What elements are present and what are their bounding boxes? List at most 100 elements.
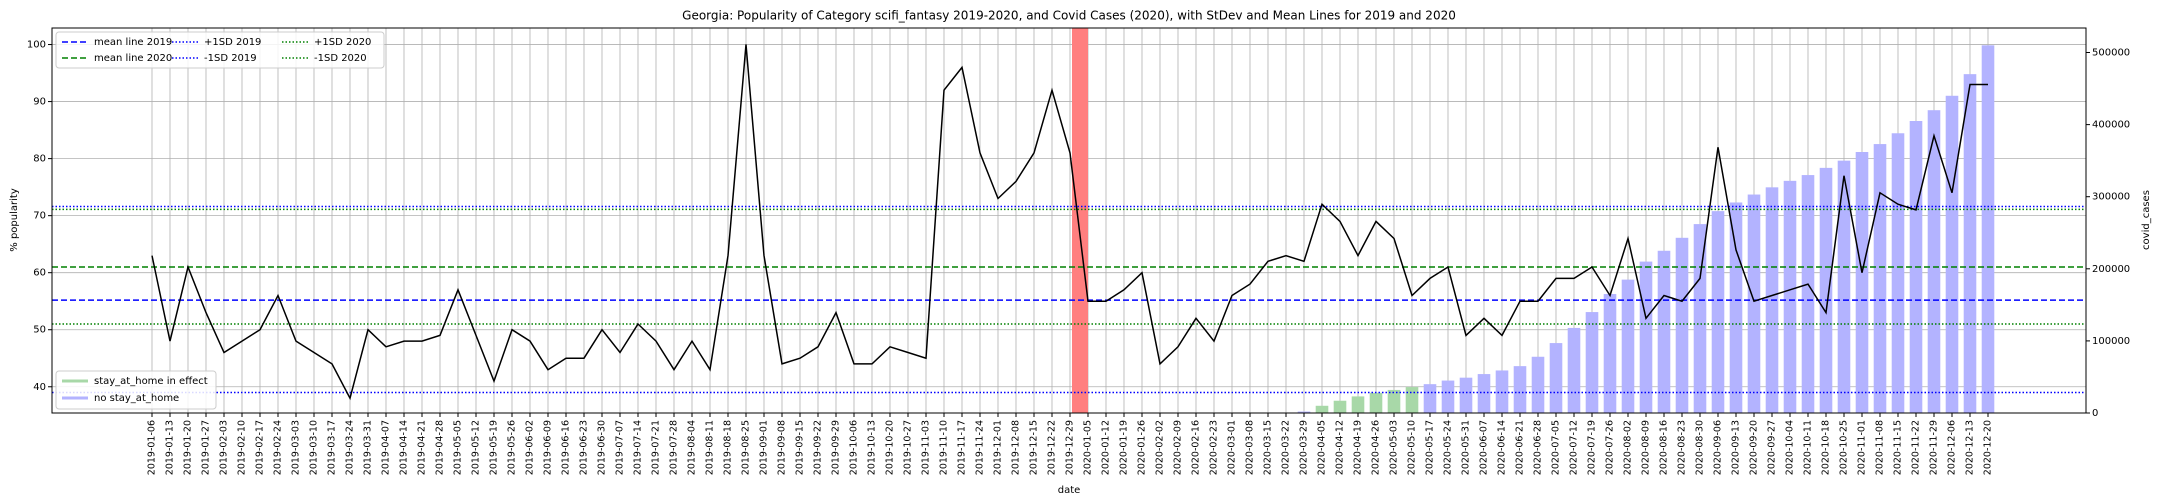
- x-tick-label: 2019-06-30: [597, 420, 608, 475]
- x-tick-label: 2019-06-02: [525, 420, 536, 475]
- x-tick-label: 2020-05-10: [1407, 420, 1418, 475]
- legend-label: mean line 2019: [94, 37, 172, 48]
- x-tick-label: 2019-04-14: [399, 420, 410, 475]
- y2-tick-label: 300000: [2092, 192, 2130, 203]
- x-tick-label: 2020-08-30: [1695, 420, 1706, 475]
- x-tick-label: 2019-08-11: [705, 420, 716, 475]
- x-tick-label: 2020-09-06: [1713, 420, 1724, 475]
- x-tick-label: 2020-08-02: [1623, 420, 1634, 475]
- x-tick-label: 2019-11-10: [939, 420, 950, 475]
- x-tick-label: 2020-03-29: [1299, 420, 1310, 475]
- x-tick-label: 2019-05-26: [507, 420, 518, 475]
- bar: [1963, 74, 1977, 413]
- x-axis-label: date: [1058, 485, 1081, 496]
- x-tick-label: 2019-07-21: [651, 420, 662, 475]
- line: [151, 44, 1988, 401]
- x-tick-label: 2019-03-10: [309, 420, 320, 475]
- x-tick-label: 2020-02-16: [1191, 420, 1202, 475]
- bar: [1855, 152, 1869, 413]
- plot-frame: [51, 27, 2087, 414]
- x-tick-label: 2019-09-22: [813, 420, 824, 475]
- legend-label: no stay_at_home: [94, 393, 179, 404]
- x-tick-label: 2020-03-22: [1281, 420, 1292, 475]
- x-tick-label: 2020-07-19: [1587, 420, 1598, 475]
- x-tick-label: 2019-10-06: [849, 420, 860, 475]
- x-tick-label: 2019-01-06: [147, 420, 158, 475]
- x-tick-label: 2019-08-04: [687, 420, 698, 475]
- x-tick-label: 2019-09-15: [795, 420, 806, 475]
- bar: [1783, 180, 1797, 413]
- x-tick-label: 2020-01-19: [1119, 420, 1130, 475]
- legend-label: +1SD 2019: [204, 37, 261, 48]
- x-tick-label: 2019-11-03: [921, 420, 932, 475]
- x-tick-label: 2019-01-27: [201, 420, 212, 475]
- x-tick-label: 2020-08-09: [1641, 420, 1652, 475]
- x-tick-label: 2019-04-28: [435, 420, 446, 475]
- legend-label: -1SD 2020: [314, 53, 367, 64]
- x-tick-label: 2020-03-15: [1263, 420, 1274, 475]
- x-tick-label: 2019-11-24: [975, 420, 986, 475]
- bar: [1639, 261, 1653, 413]
- x-tick-label: 2020-11-22: [1911, 420, 1922, 475]
- bar: [1873, 144, 1887, 413]
- bar: [1315, 405, 1329, 413]
- x-tick-label: 2020-05-17: [1425, 420, 1436, 475]
- bar: [1945, 95, 1959, 413]
- x-tick-label: 2020-04-12: [1335, 420, 1346, 475]
- x-tick-label: 2020-01-26: [1137, 420, 1148, 475]
- legend-label: stay_at_home in effect: [94, 376, 208, 387]
- x-tick-label: 2019-09-01: [759, 420, 770, 475]
- bar: [1297, 411, 1311, 413]
- bar: [1657, 250, 1671, 413]
- x-tick-label: 2019-03-24: [345, 420, 356, 475]
- y-tick-label: 70: [33, 211, 46, 222]
- x-tick-label: 2019-12-01: [993, 420, 1004, 475]
- bar: [1549, 343, 1563, 413]
- x-tick-label: 2020-06-14: [1497, 420, 1508, 475]
- x-tick-label: 2020-06-28: [1533, 420, 1544, 475]
- x-tick-label: 2019-06-09: [543, 420, 554, 475]
- x-tick-label: 2019-12-08: [1011, 420, 1022, 475]
- x-tick-label: 2020-04-19: [1353, 420, 1364, 475]
- y-tick-label: 60: [33, 268, 46, 279]
- x-tick-label: 2020-11-15: [1893, 420, 1904, 475]
- x-tick-label: 2019-02-17: [255, 420, 266, 475]
- x-tick-label: 2020-06-21: [1515, 420, 1526, 475]
- legend-box: [55, 31, 385, 69]
- x-tick-label: 2020-10-11: [1803, 420, 1814, 475]
- bar: [1477, 374, 1491, 413]
- y2-tick-label: 400000: [2092, 120, 2130, 131]
- bar: [1819, 167, 1833, 413]
- bar: [1585, 312, 1599, 413]
- x-tick-label: 2020-04-05: [1317, 420, 1328, 475]
- y2-tick-label: 100000: [2092, 336, 2130, 347]
- x-tick-label: 2020-05-03: [1389, 420, 1400, 475]
- x-tick-label: 2019-08-25: [741, 420, 752, 475]
- x-tick-label: 2020-11-01: [1857, 420, 1868, 475]
- x-tick-label: 2020-12-13: [1965, 420, 1976, 475]
- x-tick-label: 2020-11-29: [1929, 420, 1940, 475]
- x-tick-label: 2020-05-31: [1461, 420, 1472, 475]
- x-tick-label: 2019-02-03: [219, 420, 230, 475]
- x-tick-label: 2019-04-07: [381, 420, 392, 475]
- y-tick-label: 80: [33, 154, 46, 165]
- x-tick-label: 2019-12-29: [1065, 420, 1076, 475]
- y-tick-label: 50: [33, 325, 46, 336]
- x-tick-label: 2020-02-09: [1173, 420, 1184, 475]
- x-tick-label: 2019-10-13: [867, 420, 878, 475]
- bar: [1927, 110, 1941, 413]
- bar: [1459, 377, 1473, 413]
- x-tick-label: 2019-02-24: [273, 420, 284, 475]
- bar: [1387, 389, 1401, 413]
- x-tick-label: 2020-06-07: [1479, 420, 1490, 475]
- x-tick-label: 2019-12-22: [1047, 420, 1058, 475]
- legend-label: +1SD 2020: [314, 37, 371, 48]
- x-tick-label: 2020-10-18: [1821, 420, 1832, 475]
- x-tick-label: 2020-12-06: [1947, 420, 1958, 475]
- x-tick-label: 2020-02-02: [1155, 420, 1166, 475]
- bar: [1441, 380, 1455, 413]
- bar: [1369, 392, 1383, 413]
- bar: [1837, 160, 1851, 413]
- x-tick-label: 2019-05-19: [489, 420, 500, 475]
